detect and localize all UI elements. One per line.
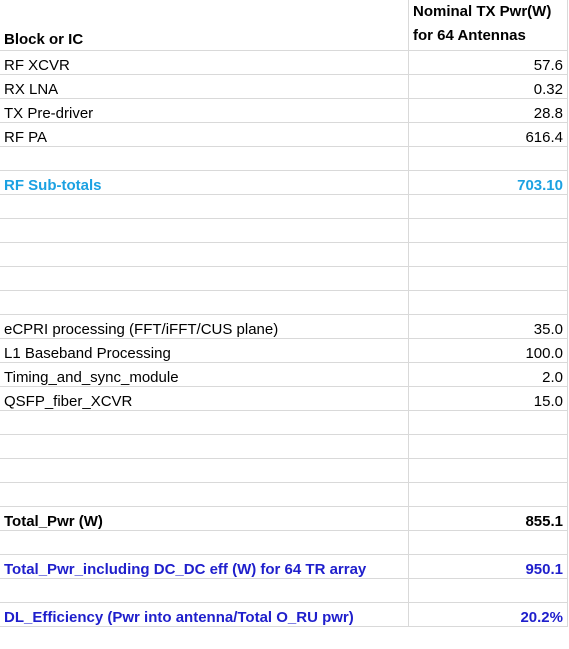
table-row: [0, 266, 568, 291]
block-cell[interactable]: RF XCVR: [0, 50, 409, 75]
block-cell[interactable]: RF PA: [0, 122, 409, 147]
power-value-cell[interactable]: 855.1: [408, 506, 568, 531]
table-row: [0, 194, 568, 219]
table-row: [0, 242, 568, 267]
power-value-cell[interactable]: 100.0: [408, 338, 568, 363]
table-row: L1 Baseband Processing 100.0: [0, 338, 568, 363]
power-value-cell[interactable]: [408, 458, 568, 483]
block-cell[interactable]: QSFP_fiber_XCVR: [0, 386, 409, 411]
power-value-cell[interactable]: [408, 242, 568, 267]
power-value-cell[interactable]: [408, 218, 568, 243]
power-value-cell[interactable]: 616.4: [408, 122, 568, 147]
table-row: [0, 434, 568, 459]
block-cell[interactable]: [0, 266, 409, 291]
table-row: Total_Pwr (W) 855.1: [0, 506, 568, 531]
power-value-cell[interactable]: 57.6: [408, 50, 568, 75]
header-row: Block or IC Nominal TX Pwr(W) for 64 Ant…: [0, 0, 568, 51]
block-cell[interactable]: [0, 218, 409, 243]
table-row: RF XCVR 57.6: [0, 50, 568, 75]
table-row: RF Sub-totals 703.10: [0, 170, 568, 195]
block-cell[interactable]: Total_Pwr (W): [0, 506, 409, 531]
table-row: [0, 458, 568, 483]
power-value-cell[interactable]: [408, 530, 568, 555]
block-cell[interactable]: [0, 410, 409, 435]
power-value-cell[interactable]: [408, 266, 568, 291]
block-cell[interactable]: [0, 530, 409, 555]
block-cell[interactable]: [0, 194, 409, 219]
table-row: [0, 290, 568, 315]
power-value-cell[interactable]: 0.32: [408, 74, 568, 99]
table-row: [0, 482, 568, 507]
block-cell[interactable]: Timing_and_sync_module: [0, 362, 409, 387]
table-row: DL_Efficiency (Pwr into antenna/Total O_…: [0, 602, 568, 627]
block-cell[interactable]: [0, 458, 409, 483]
table-row: QSFP_fiber_XCVR 15.0: [0, 386, 568, 411]
block-cell[interactable]: RX LNA: [0, 74, 409, 99]
table-row: [0, 530, 568, 555]
block-cell[interactable]: [0, 146, 409, 171]
block-cell[interactable]: [0, 290, 409, 315]
power-value-cell[interactable]: 703.10: [408, 170, 568, 195]
power-value-cell[interactable]: [408, 290, 568, 315]
block-cell[interactable]: [0, 242, 409, 267]
block-cell[interactable]: [0, 482, 409, 507]
power-value-cell[interactable]: [408, 410, 568, 435]
power-value-cell[interactable]: [408, 482, 568, 507]
table-row: RX LNA 0.32: [0, 74, 568, 99]
table-row: Total_Pwr_including DC_DC eff (W) for 64…: [0, 554, 568, 579]
block-cell[interactable]: RF Sub-totals: [0, 170, 409, 195]
power-value-cell[interactable]: 35.0: [408, 314, 568, 339]
power-value-cell[interactable]: 20.2%: [408, 602, 568, 627]
power-value-cell[interactable]: 950.1: [408, 554, 568, 579]
block-cell[interactable]: [0, 434, 409, 459]
power-value-cell[interactable]: 2.0: [408, 362, 568, 387]
header-power-label-line1: Nominal TX Pwr(W): [413, 3, 552, 20]
header-block-cell[interactable]: Block or IC: [0, 0, 409, 51]
table-row: eCPRI processing (FFT/iFFT/CUS plane) 35.…: [0, 314, 568, 339]
table-row: [0, 578, 568, 603]
power-value-cell[interactable]: 15.0: [408, 386, 568, 411]
block-cell[interactable]: [0, 578, 409, 603]
power-value-cell[interactable]: 28.8: [408, 98, 568, 123]
header-power-label-line2: for 64 Antennas: [413, 27, 526, 44]
table-row: Timing_and_sync_module 2.0: [0, 362, 568, 387]
block-cell[interactable]: Total_Pwr_including DC_DC eff (W) for 64…: [0, 554, 409, 579]
power-value-cell[interactable]: [408, 146, 568, 171]
table-row: [0, 218, 568, 243]
block-cell[interactable]: L1 Baseband Processing: [0, 338, 409, 363]
block-cell[interactable]: DL_Efficiency (Pwr into antenna/Total O_…: [0, 602, 409, 627]
table-row: RF PA 616.4: [0, 122, 568, 147]
header-block-label: Block or IC: [4, 31, 84, 48]
block-cell[interactable]: TX Pre-driver: [0, 98, 409, 123]
power-value-cell[interactable]: [408, 578, 568, 603]
power-table: Block or IC Nominal TX Pwr(W) for 64 Ant…: [0, 0, 568, 627]
table-row: TX Pre-driver 28.8: [0, 98, 568, 123]
table-row: [0, 146, 568, 171]
power-value-cell[interactable]: [408, 194, 568, 219]
power-value-cell[interactable]: [408, 434, 568, 459]
table-row: [0, 410, 568, 435]
header-power-cell[interactable]: Nominal TX Pwr(W) for 64 Antennas: [408, 0, 568, 51]
block-cell[interactable]: eCPRI processing (FFT/iFFT/CUS plane): [0, 314, 409, 339]
